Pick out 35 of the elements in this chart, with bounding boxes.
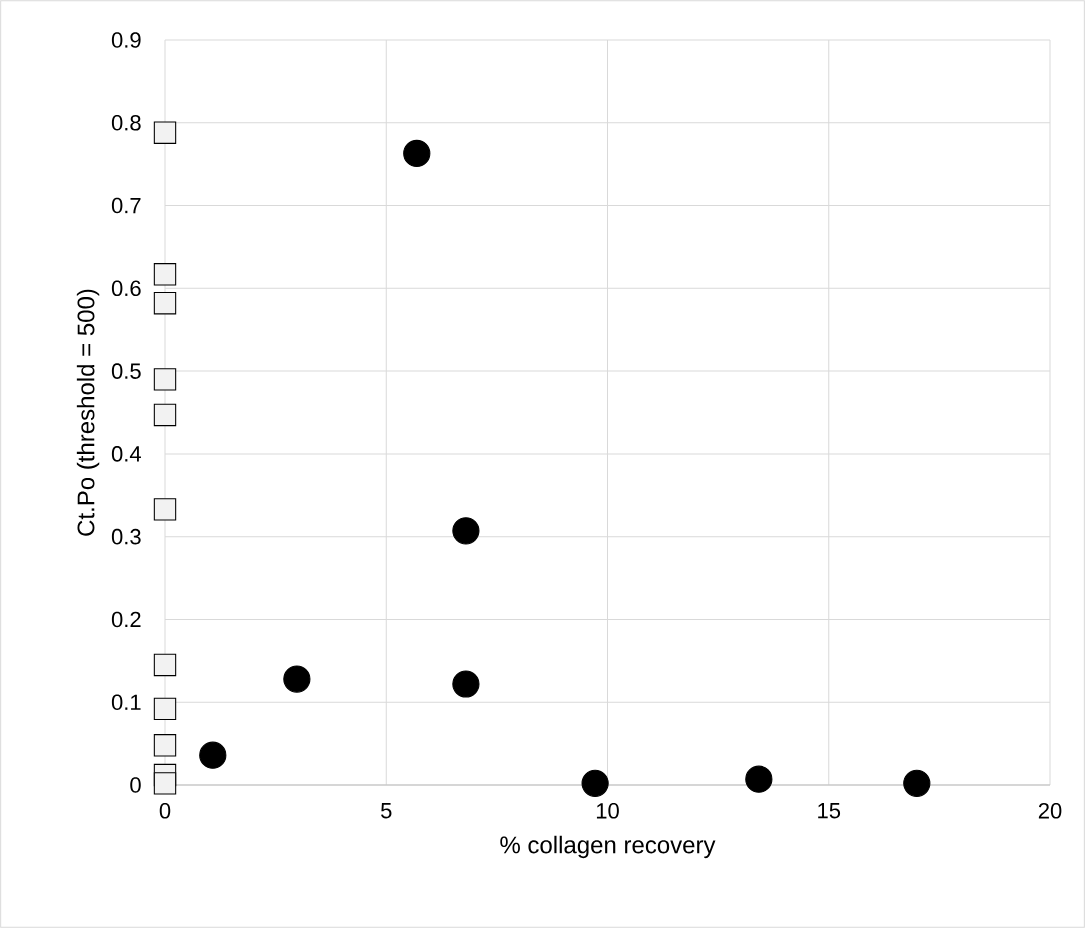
point [199, 741, 227, 769]
point [153, 772, 177, 795]
point [153, 121, 177, 144]
x-tick-label: 5 [381, 803, 392, 819]
x-tick-label: 15 [818, 803, 841, 819]
point [153, 292, 177, 315]
y-tick-label: 0.6 [111, 280, 141, 297]
point [153, 653, 177, 677]
y-tick-label: 0.8 [111, 114, 141, 131]
point [153, 263, 177, 286]
y-axis-title: Ct.Po (threshold = 500) [76, 289, 100, 536]
y-tick-label: 0 [130, 777, 141, 793]
y-tick-label: 0.2 [111, 611, 141, 628]
point [452, 517, 480, 545]
point [153, 498, 177, 521]
point [283, 665, 311, 693]
point [153, 368, 177, 391]
point [153, 734, 177, 757]
point [153, 403, 177, 427]
x-axis-title: % collagen recovery [500, 835, 716, 859]
point [452, 670, 480, 698]
point [581, 769, 609, 797]
point [903, 769, 931, 797]
y-tick-label: 0.5 [111, 363, 141, 379]
y-tick-label: 0.7 [111, 197, 141, 214]
y-tick-label: 0.1 [111, 694, 141, 710]
x-tick-label: 0 [159, 803, 171, 819]
y-tick-label: 0.3 [111, 528, 141, 545]
y-tick-label: 0.9 [111, 32, 141, 48]
y-tick-label: 0.4 [111, 446, 141, 462]
x-tick-label: 10 [596, 803, 619, 819]
x-tick-label: 20 [1038, 803, 1062, 819]
point [153, 697, 177, 721]
point [403, 139, 431, 168]
point [745, 765, 773, 793]
